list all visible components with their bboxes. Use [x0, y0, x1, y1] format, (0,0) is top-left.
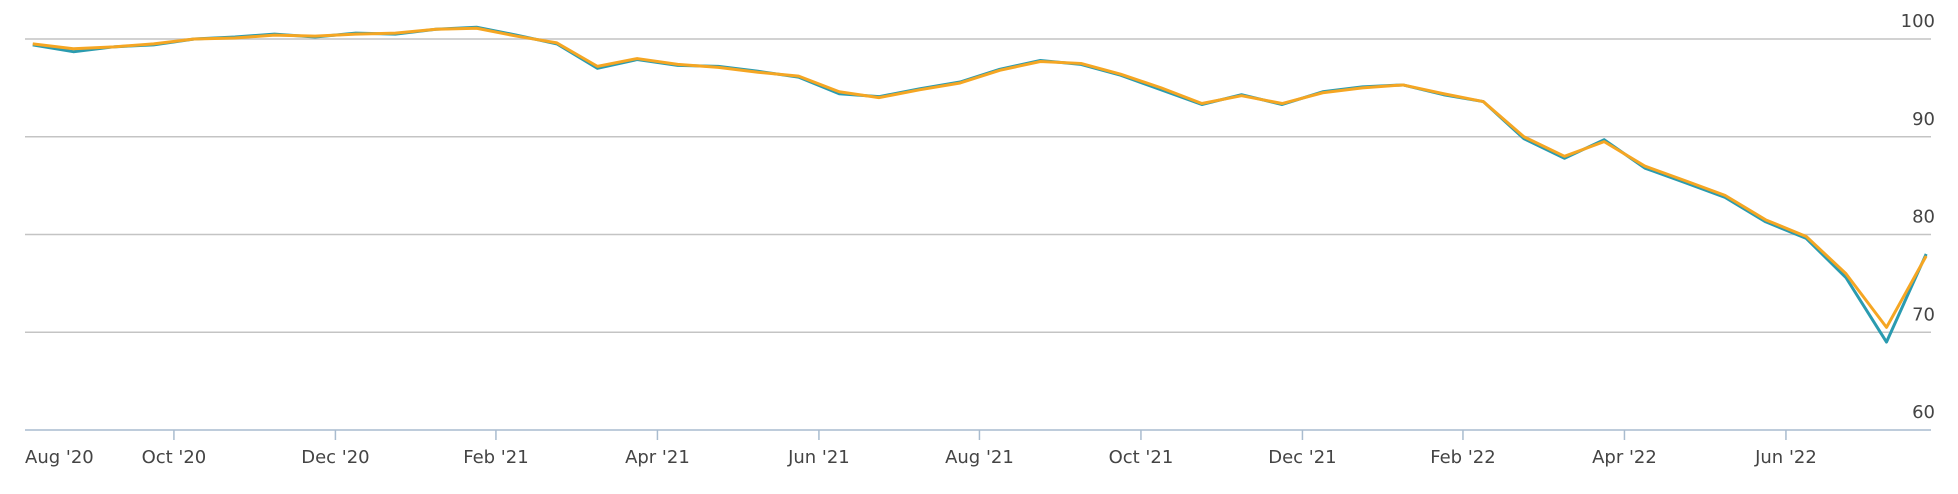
y-tick-label: 100 — [1901, 11, 1935, 32]
x-tick-label: Oct '20 — [142, 447, 207, 468]
x-tick-label: Oct '21 — [1109, 447, 1174, 468]
x-tick-label: Aug '20 — [25, 447, 94, 468]
x-tick-label: Aug '21 — [945, 447, 1014, 468]
x-tick-label: Apr '22 — [1592, 447, 1657, 468]
y-tick-label: 70 — [1912, 304, 1935, 325]
x-tick-label: Apr '21 — [625, 447, 690, 468]
x-tick-label: Dec '21 — [1268, 447, 1336, 468]
x-tick-label: Dec '20 — [301, 447, 369, 468]
y-tick-label: 90 — [1912, 109, 1935, 130]
y-tick-label: 80 — [1912, 207, 1935, 228]
x-tick-label: Feb '22 — [1430, 447, 1495, 468]
line — [32, 25, 1928, 344]
x-tick-label: Feb '21 — [463, 447, 528, 468]
x-tick-label: Jun '22 — [1754, 447, 1817, 468]
y-tick-label: 60 — [1912, 402, 1935, 423]
line — [32, 26, 1928, 329]
x-tick-label: Jun '21 — [787, 447, 850, 468]
